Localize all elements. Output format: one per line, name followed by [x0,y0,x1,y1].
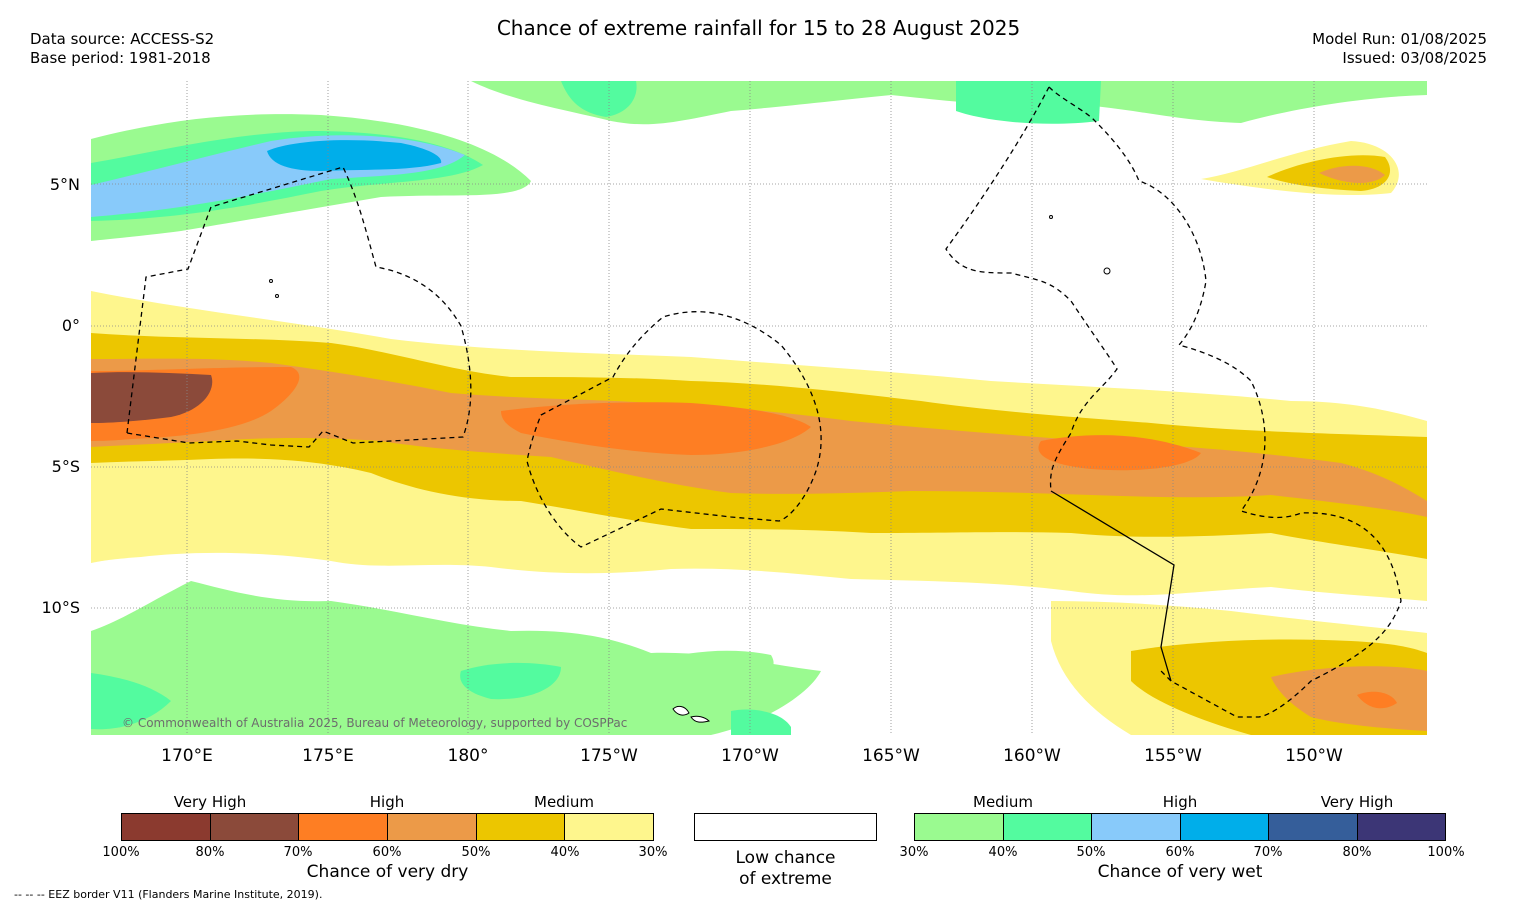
neutral-label-line2: of extreme [739,869,832,889]
wet-swatch-30-40 [915,814,1004,840]
dry-area-central-orange-2 [501,402,811,455]
lon-label-180: 180° [447,746,489,766]
dry-group-medium: Medium [534,793,594,811]
dry-tick-30: 30% [638,845,668,860]
wet-swatch-50-60 [1092,814,1181,840]
wet-tick-40: 40% [988,845,1018,860]
copyright-notice: © Commonwealth of Australia 2025, Bureau… [122,716,628,730]
base-period: Base period: 1981-2018 [30,49,211,67]
model-run: Model Run: 01/08/2025 [1312,30,1487,48]
islands [269,215,1111,723]
wet-swatch-80-100 [1357,814,1445,840]
lat-label-5s: 5°S [51,457,80,476]
wet-tick-80: 80% [1342,845,1372,860]
eez-footnote: -- -- -- EEZ border V11 (Flanders Marine… [14,888,323,901]
lon-label-170w: 170°W [721,746,779,766]
lon-label-160w: 160°W [1003,746,1061,766]
dry-group-very-high: Very High [173,793,247,811]
run-info: Model Run: 01/08/2025 Issued: 03/08/2025 [1312,30,1487,68]
source-info: Data source: ACCESS-S2 Base period: 1981… [30,30,214,68]
neutral-label-line1: Low chance [735,848,836,868]
wet-group-high: High [1162,793,1198,811]
lon-label-175e: 175°E [302,746,354,766]
dry-area-central-orange-3 [1038,435,1201,471]
dry-swatch-80-70 [210,814,300,840]
wet-tick-60: 60% [1165,845,1195,860]
dry-tick-50: 50% [461,845,491,860]
wet-group-medium: Medium [973,793,1033,811]
wet-tick-30: 30% [899,845,929,860]
wet-area-south-medium [91,673,171,730]
dry-area-central-veryhigh [91,372,213,423]
wet-group-very-high: Very High [1320,793,1394,811]
map-canvas [91,81,1427,735]
dry-tick-80: 80% [195,845,225,860]
wet-tick-50: 50% [1076,845,1106,860]
wet-legend-title: Chance of very wet [1097,862,1263,882]
eez-borders [126,86,1402,718]
eez-solid-border [1050,490,1175,682]
lat-label-10s: 10°S [41,598,80,617]
wet-area-northeast-medium [561,81,637,117]
rainfall-map [91,81,1427,735]
lon-label-170e: 170°E [161,746,213,766]
data-source: Data source: ACCESS-S2 [30,30,215,48]
lat-label-5n: 5°N [49,175,80,194]
dry-swatch-50-40 [476,814,566,840]
wet-tick-100: 100% [1427,845,1465,860]
wet-swatch-60-70 [1180,814,1269,840]
neutral-legend-label: Low chance of extreme [694,848,877,890]
wet-area-south [91,581,821,735]
wet-area-north-veryhigh [267,140,442,171]
dry-tick-60: 60% [372,845,402,860]
lon-label-165w: 165°W [862,746,920,766]
dry-swatch-60-50 [388,814,477,840]
neutral-colorbar [694,813,877,841]
dry-swatch-100-80 [122,814,211,840]
lon-label-150w: 150°W [1285,746,1343,766]
lon-label-155w: 155°W [1144,746,1202,766]
map-graticule [91,81,1427,735]
map-title: Chance of extreme rainfall for 15 to 28 … [496,16,1021,40]
dry-area-northeast-high [1319,165,1385,183]
wet-swatch-40-50 [1003,814,1092,840]
wet-area-north-medium-2 [956,81,1101,124]
dry-tick-40: 40% [550,845,580,860]
lon-label-175w: 175°W [580,746,638,766]
dry-colorbar [121,813,654,841]
lat-label-0: 0° [61,316,80,335]
issued-date: Issued: 03/08/2025 [1342,49,1487,67]
dry-area-southeast-orange [1357,691,1397,709]
wet-area-south-medium-3 [731,709,791,735]
dry-tick-100: 100% [102,845,140,860]
wet-colorbar [914,813,1446,841]
dry-group-high: High [369,793,405,811]
wet-swatch-70-80 [1269,814,1358,840]
wet-tick-70: 70% [1253,845,1283,860]
dry-swatch-70-60 [299,814,389,840]
wet-area-northeast [471,81,1427,125]
wet-area-south-medium-2 [460,662,561,700]
dry-tick-70: 70% [283,845,313,860]
dry-swatch-40-30 [565,814,654,840]
dry-legend-title: Chance of very dry [306,862,469,882]
wet-area-southeast [651,650,774,680]
